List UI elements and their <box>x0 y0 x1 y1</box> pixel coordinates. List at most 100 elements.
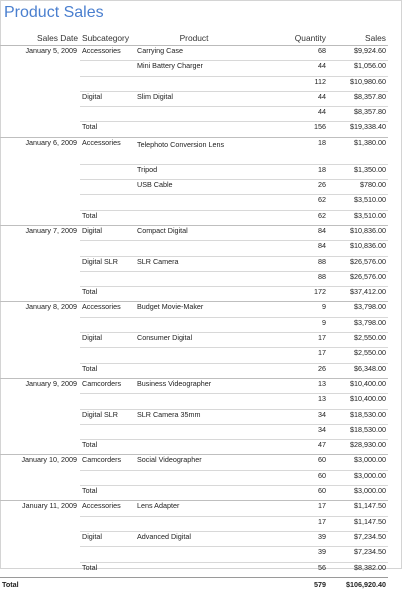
table-row: January 9, 2009 Camcorders Business Videog… <box>0 377 388 394</box>
sales-cell: $10,980.60 <box>328 75 388 92</box>
table-row: 17 $2,550.00 <box>0 347 388 364</box>
header-quantity[interactable]: Quantity <box>253 30 328 46</box>
sales-cell: $37,412.00 <box>328 286 388 302</box>
sales-cell: $8,382.00 <box>328 561 388 578</box>
quantity-cell: 47 <box>253 439 328 455</box>
table-row: 17 $1,147.50 <box>0 515 388 532</box>
sales-date-cell <box>0 547 80 562</box>
sales-date-cell <box>0 333 80 348</box>
quantity-cell: 60 <box>253 469 328 486</box>
table-row: 84 $10,836.00 <box>0 240 388 257</box>
sales-cell: $8,357.80 <box>328 90 388 107</box>
quantity-cell: 26 <box>253 362 328 379</box>
subcategory-cell: Total <box>80 362 135 379</box>
table-row: January 8, 2009 Accessories Budget Movie-M… <box>0 301 388 318</box>
sales-cell: $3,000.00 <box>328 469 388 486</box>
table-row: January 6, 2009 Accessories Telephoto Conv… <box>0 136 388 165</box>
subcategory-cell: Digital SLR <box>80 255 135 272</box>
table-row: Digital SLR SLR Camera 35mm 34 $18,530.00 <box>0 408 388 425</box>
header-sales-date[interactable]: Sales Date <box>0 30 80 46</box>
table-row: Total 62 $3,510.00 <box>0 209 388 226</box>
product-cell: Lens Adapter <box>135 500 253 517</box>
quantity-cell: 60 <box>253 485 328 501</box>
quantity-cell: 56 <box>253 561 328 578</box>
quantity-cell: 34 <box>253 423 328 440</box>
quantity-cell: 39 <box>253 530 328 547</box>
subcategory-cell <box>80 240 135 257</box>
product-cell <box>135 286 253 302</box>
table-row: 34 $18,530.00 <box>0 423 388 440</box>
sales-cell: $18,530.00 <box>328 408 388 425</box>
sales-date-cell <box>0 363 80 378</box>
sales-date-cell <box>0 210 80 225</box>
product-cell <box>135 469 253 486</box>
quantity-cell: 156 <box>253 121 328 138</box>
product-cell <box>135 393 253 410</box>
header-subcategory[interactable]: Subcategory <box>80 30 135 46</box>
product-cell <box>135 362 253 379</box>
subcategory-cell: Total <box>80 286 135 302</box>
subcategory-cell <box>80 515 135 532</box>
sales-date-cell <box>0 486 80 501</box>
sales-date-cell <box>0 516 80 531</box>
grand-total-empty-cell <box>80 576 135 594</box>
subcategory-cell: Digital <box>80 90 135 107</box>
sales-cell: $26,576.00 <box>328 270 388 287</box>
sales-date-cell <box>0 409 80 424</box>
product-cell <box>135 347 253 364</box>
table-row: 13 $10,400.00 <box>0 393 388 410</box>
sales-date-cell <box>0 122 80 137</box>
sales-date-cell <box>0 424 80 439</box>
header-product[interactable]: Product <box>135 30 253 46</box>
product-cell <box>135 515 253 532</box>
sales-date-cell <box>0 394 80 409</box>
sales-date-cell <box>0 470 80 485</box>
header-sales[interactable]: Sales <box>328 30 388 46</box>
sales-cell: $9,924.60 <box>328 44 388 61</box>
product-cell <box>135 209 253 226</box>
product-cell: USB Cable <box>135 179 253 195</box>
table-row: Digital Slim Digital 44 $8,357.80 <box>0 90 388 107</box>
subcategory-cell: Accessories <box>80 301 135 318</box>
product-cell <box>135 561 253 578</box>
sales-table: Sales Date Subcategory Product Quantity … <box>0 30 388 594</box>
product-cell <box>135 423 253 440</box>
product-cell: Compact Digital <box>135 224 253 241</box>
subcategory-cell: Total <box>80 485 135 501</box>
quantity-cell: 17 <box>253 515 328 532</box>
sales-cell: $10,836.00 <box>328 224 388 241</box>
subcategory-cell: Digital <box>80 332 135 348</box>
sales-cell: $3,000.00 <box>328 485 388 501</box>
subcategory-cell <box>80 163 135 180</box>
product-cell: Telephoto Conversion Lens <box>135 136 253 165</box>
sales-date-cell <box>0 195 80 210</box>
subcategory-cell <box>80 423 135 440</box>
table-row: Tripod 18 $1,350.00 <box>0 163 388 180</box>
sales-cell: $2,550.00 <box>328 347 388 364</box>
sales-date-cell <box>0 61 80 76</box>
grand-total-row: Total 579 $106,920.40 <box>0 576 388 594</box>
sales-cell: $28,930.00 <box>328 439 388 455</box>
product-cell: Carrying Case <box>135 44 253 61</box>
table-row: January 11, 2009 Accessories Lens Adapter 1… <box>0 500 388 517</box>
header-row: Sales Date Subcategory Product Quantity … <box>0 30 388 46</box>
sales-cell: $1,056.00 <box>328 60 388 77</box>
product-cell: Business Videographer <box>135 377 253 394</box>
quantity-cell: 13 <box>253 377 328 394</box>
sales-date-cell <box>0 91 80 106</box>
quantity-cell: 17 <box>253 500 328 517</box>
table-row: Total 47 $28,930.00 <box>0 439 388 455</box>
table-row: 62 $3,510.00 <box>0 194 388 211</box>
quantity-cell: 18 <box>253 163 328 180</box>
quantity-cell: 17 <box>253 347 328 364</box>
subcategory-cell <box>80 106 135 122</box>
subcategory-cell: Total <box>80 561 135 578</box>
quantity-cell: 44 <box>253 90 328 107</box>
quantity-cell: 9 <box>253 301 328 318</box>
sales-cell: $1,147.50 <box>328 515 388 532</box>
subcategory-cell: Digital <box>80 530 135 547</box>
sales-cell: $1,350.00 <box>328 163 388 180</box>
quantity-cell: 84 <box>253 224 328 241</box>
quantity-cell: 172 <box>253 286 328 302</box>
sales-date-cell <box>0 107 80 122</box>
